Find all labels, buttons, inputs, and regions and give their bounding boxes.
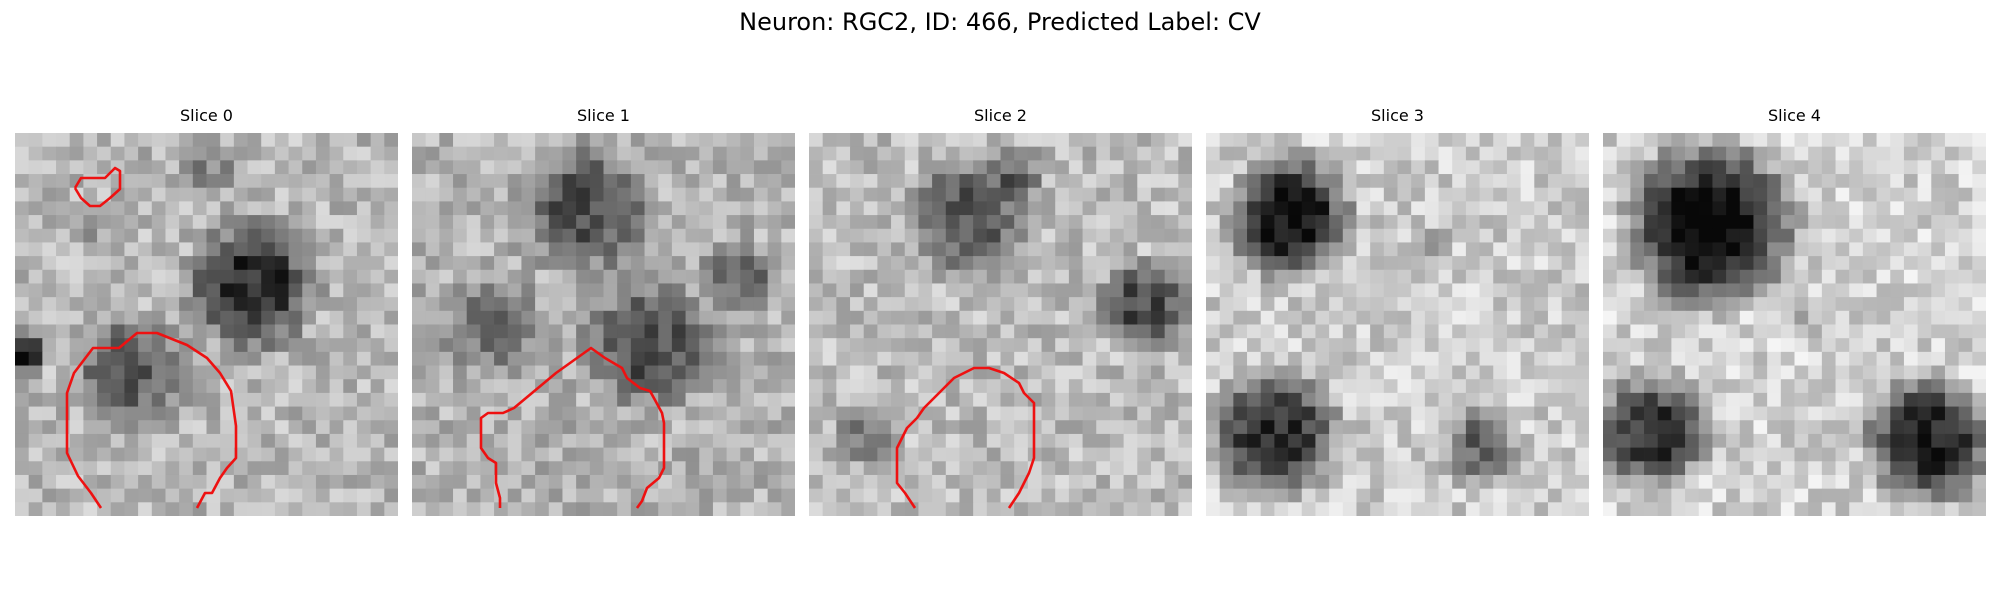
- slice-title: Slice 3: [1371, 106, 1424, 125]
- slice-title: Slice 4: [1768, 106, 1821, 125]
- slice-panel-4: Slice 4: [1603, 105, 1986, 516]
- slice-image: [15, 133, 398, 516]
- slice-image: [1603, 133, 1986, 516]
- segmentation-contour: [479, 346, 666, 509]
- segmentation-contour: [895, 366, 1036, 509]
- slice-title: Slice 1: [577, 106, 630, 125]
- slice-panel-3: Slice 3: [1206, 105, 1589, 516]
- slice-pixels: [809, 133, 1192, 516]
- figure-title: Neuron: RGC2, ID: 466, Predicted Label: …: [739, 8, 1261, 36]
- slice-image: [412, 133, 795, 516]
- slice-title: Slice 0: [180, 106, 233, 125]
- slice-pixels: [15, 133, 398, 516]
- slice-pixels: [1206, 133, 1589, 516]
- slice-title: Slice 2: [974, 106, 1027, 125]
- slice-image: [1206, 133, 1589, 516]
- slice-panel-2: Slice 2: [809, 105, 1192, 516]
- segmentation-contour: [65, 331, 238, 509]
- slice-pixels: [1603, 133, 1986, 516]
- slice-pixels: [412, 133, 795, 516]
- slice-panel-1: Slice 1: [412, 105, 795, 516]
- slice-image: [809, 133, 1192, 516]
- segmentation-contour: [73, 166, 122, 208]
- slice-panel-0: Slice 0: [15, 105, 398, 516]
